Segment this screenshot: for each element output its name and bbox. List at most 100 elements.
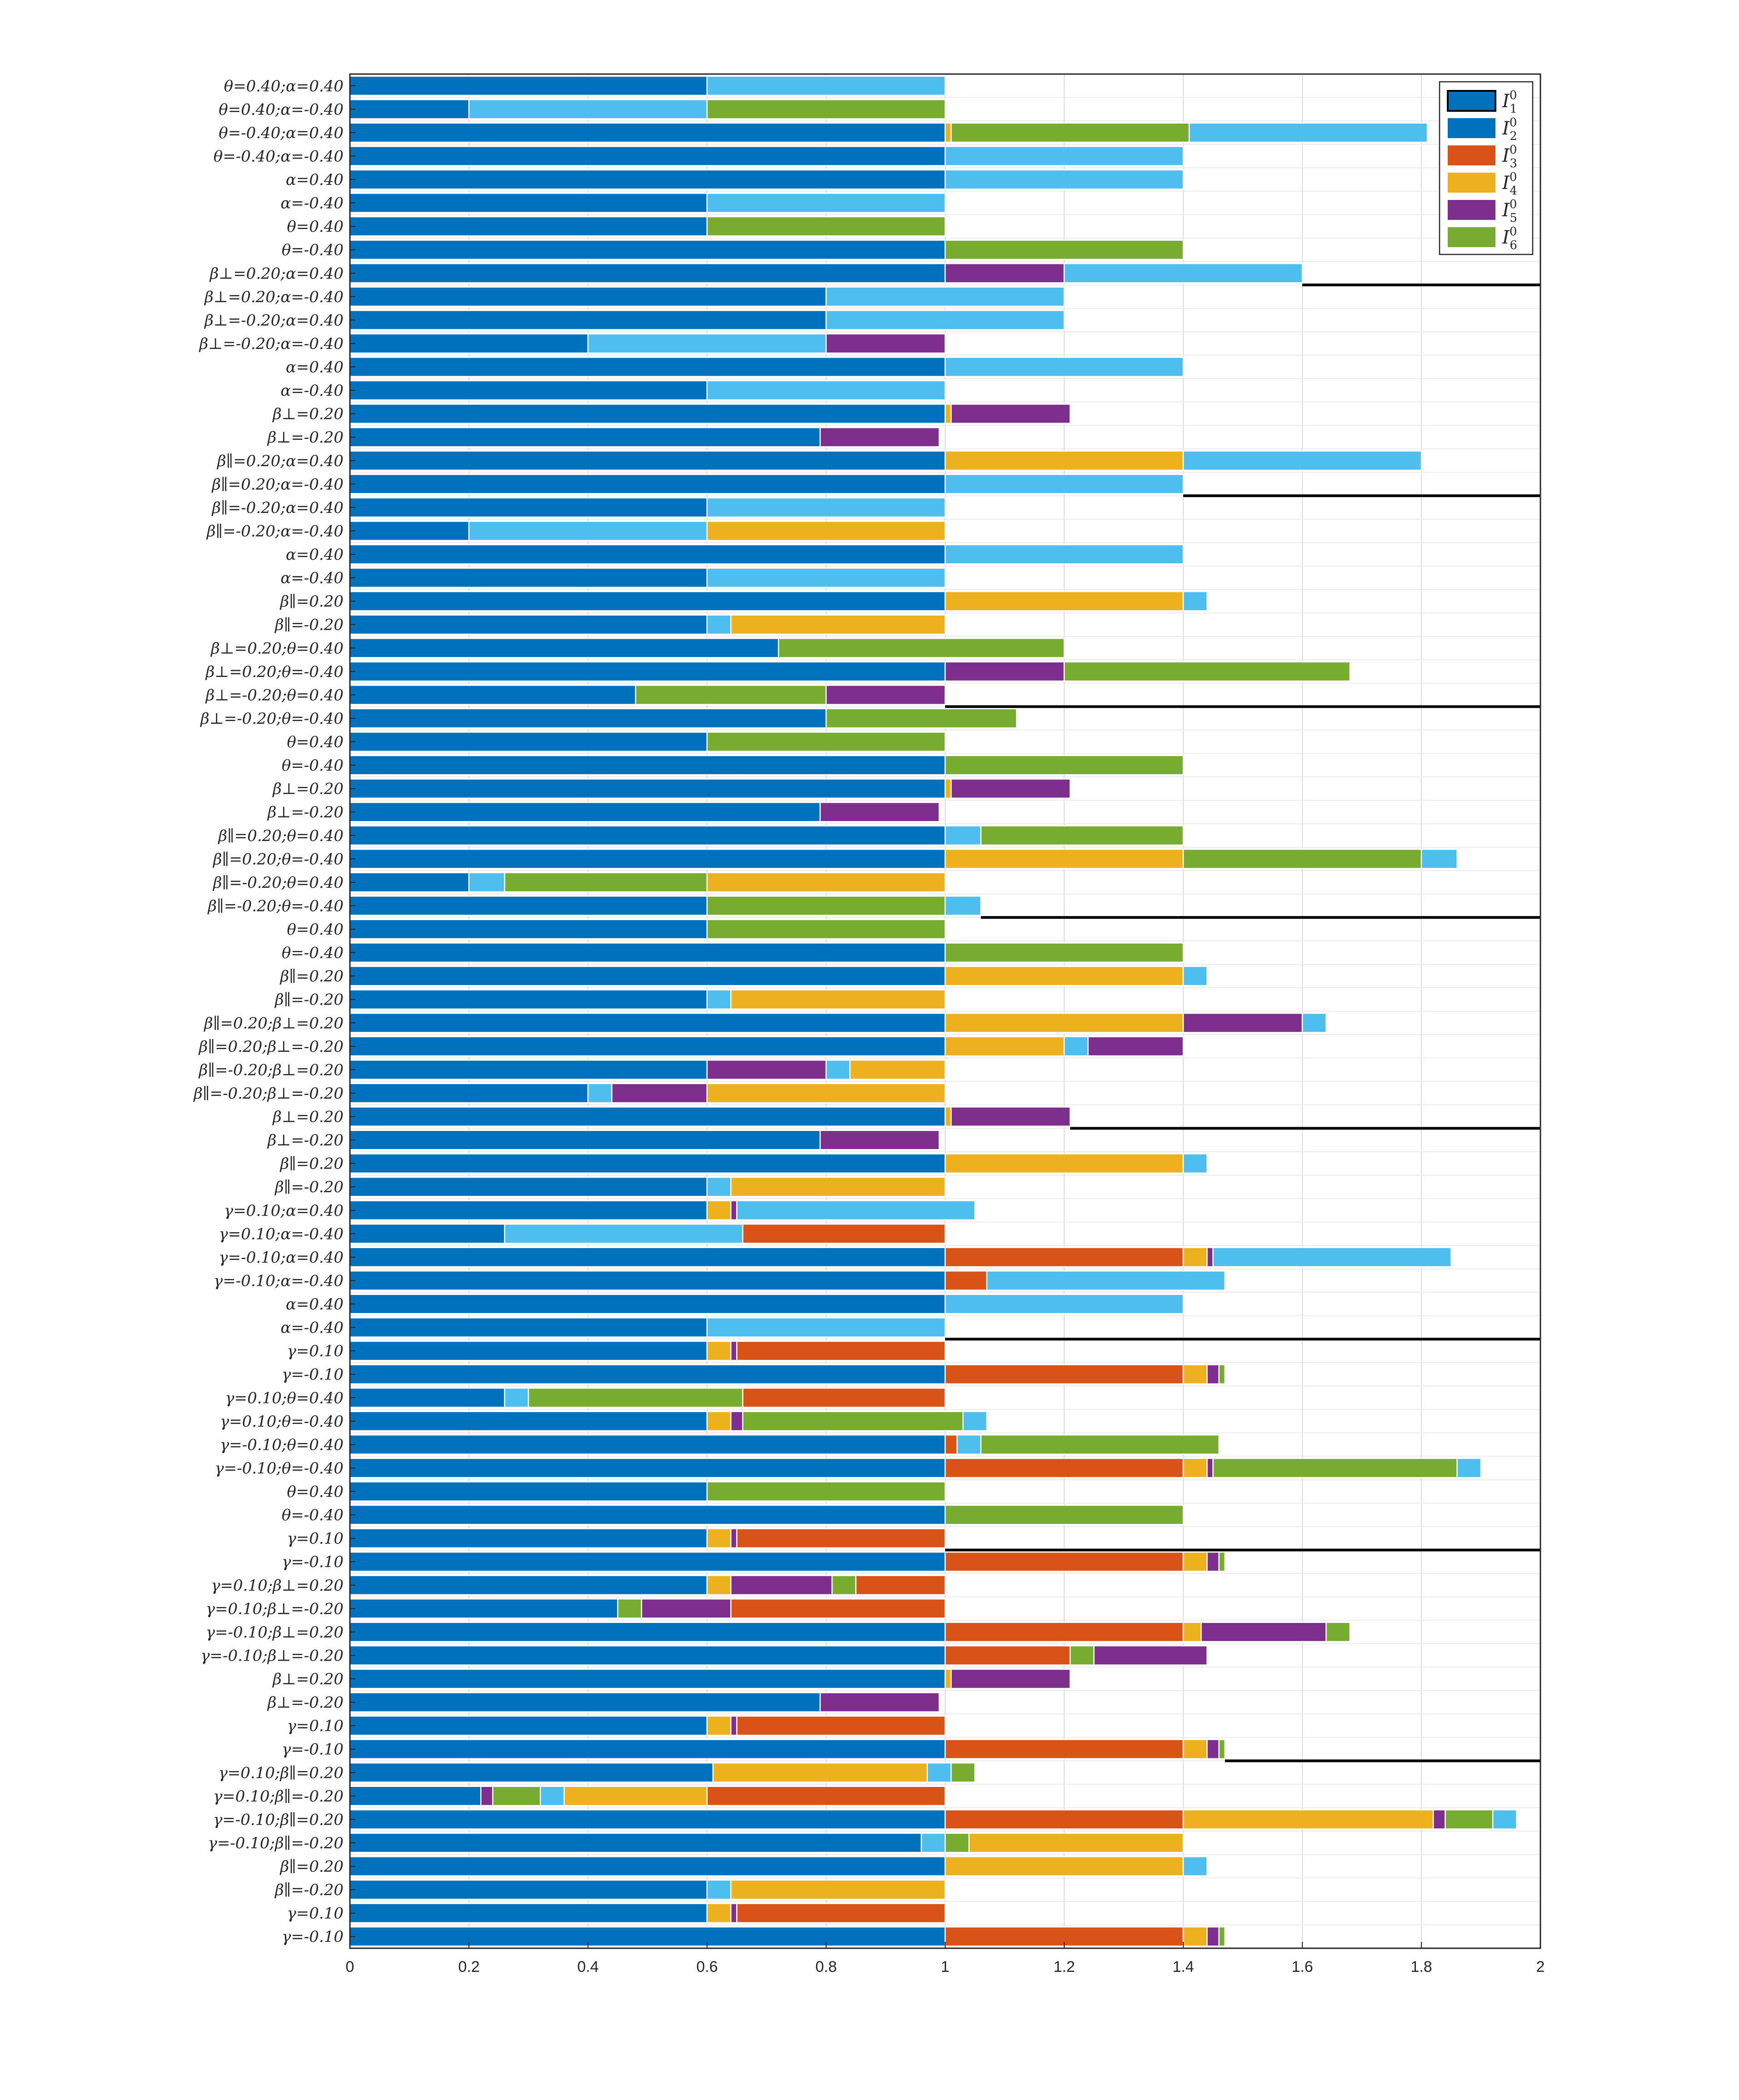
bar-segment — [349, 1012, 946, 1033]
bar-segment — [349, 567, 708, 588]
bar — [349, 614, 946, 635]
bar-segment — [944, 403, 952, 424]
bar-segment — [730, 1411, 743, 1432]
y-tick-label: β∥=0.20 — [279, 1858, 344, 1876]
bar-segment — [944, 1364, 1184, 1385]
bar-segment — [706, 1528, 732, 1549]
bar-segment — [944, 1434, 958, 1455]
bar-segment — [956, 1434, 982, 1455]
bar — [349, 1223, 946, 1244]
bar-segment — [504, 872, 708, 893]
y-tick-label: γ=-0.10;β∥=0.20 — [213, 1811, 344, 1829]
y-tick-label: γ=-0.10;β∥=-0.20 — [208, 1834, 344, 1852]
y-tick-label: β∥=0.20 — [279, 592, 344, 611]
bar-segment — [944, 1247, 1184, 1268]
bar — [349, 1434, 1220, 1455]
bar — [349, 1528, 946, 1549]
bar-segment — [944, 1012, 1184, 1033]
bar-segment — [349, 919, 708, 940]
bar-segment — [1206, 1551, 1220, 1572]
y-tick-label: γ=-0.10 — [282, 1928, 344, 1946]
y-tick-label: α=-0.40 — [280, 194, 344, 213]
y-tick-label: θ=-0.40;α=0.40 — [219, 124, 344, 142]
bar — [349, 1879, 946, 1900]
bar-segment — [944, 122, 952, 143]
bar-segment — [1182, 591, 1208, 612]
bar-segment — [706, 1879, 732, 1900]
bar-segment — [349, 989, 708, 1010]
y-tick-label: β∥=0.20 — [279, 1155, 344, 1173]
bar — [349, 732, 946, 752]
bar-segment — [349, 1036, 946, 1057]
bar-segment — [1206, 1739, 1220, 1760]
bar-segment — [349, 75, 708, 96]
y-tick-label: β∥=-0.20 — [274, 991, 344, 1009]
bar-segment — [706, 521, 946, 541]
bar-segment — [349, 1598, 618, 1619]
bar-segment — [944, 1645, 1071, 1666]
bar — [349, 896, 982, 916]
bar-segment — [706, 193, 946, 213]
bar-segment — [349, 1411, 708, 1432]
bar-segment — [349, 825, 946, 846]
bar — [349, 1411, 987, 1432]
bar-segment — [921, 1832, 946, 1853]
bar — [349, 146, 1184, 166]
bar-segment — [944, 1504, 1184, 1525]
bar-segment — [706, 380, 946, 401]
bar-segment — [706, 1317, 946, 1338]
bar-segment — [1182, 1809, 1434, 1830]
bar-segment — [819, 1130, 940, 1150]
bar-segment — [349, 122, 946, 143]
y-tick-label: β⊥=-0.20;θ=-0.40 — [199, 710, 344, 728]
legend-swatch — [1448, 118, 1495, 138]
bar-segment — [944, 896, 982, 916]
bar — [349, 380, 946, 401]
bar-segment — [1325, 1622, 1351, 1642]
bar — [349, 1504, 1184, 1525]
bar — [349, 1317, 946, 1338]
y-tick-label: θ=-0.40 — [282, 944, 344, 962]
bar-segment — [349, 216, 708, 237]
y-tick-label: γ=-0.10;θ=-0.40 — [214, 1459, 344, 1478]
bar-segment — [1301, 1012, 1327, 1033]
bar-segment — [468, 99, 708, 119]
bar-segment — [855, 1575, 946, 1596]
bar-segment — [349, 99, 470, 119]
bar-segment — [706, 1060, 827, 1080]
bar-segment — [944, 239, 1184, 260]
x-tick-label: 0.6 — [696, 1958, 718, 1976]
bar-segment — [1492, 1809, 1517, 1830]
bar-segment — [349, 473, 946, 494]
bar — [349, 1481, 946, 1502]
bar-segment — [349, 732, 708, 752]
bar-segment — [944, 1458, 1184, 1478]
bar-segment — [712, 1762, 928, 1783]
bar-segment — [468, 872, 505, 893]
bar-segment — [825, 310, 1065, 330]
bar-segment — [349, 1270, 946, 1291]
y-tick-label: β⊥=0.20;θ=0.40 — [210, 639, 344, 657]
y-tick-label: β⊥=0.20;α=-0.40 — [204, 288, 344, 306]
bar — [349, 521, 946, 541]
bar-segment — [706, 1481, 946, 1502]
bar — [349, 357, 1184, 377]
bar — [349, 193, 946, 213]
y-tick-label: α=0.40 — [286, 546, 344, 564]
bar-segment — [944, 1551, 1184, 1572]
bar — [349, 1458, 1482, 1478]
y-tick-label: γ=0.10 — [287, 1717, 344, 1735]
bar — [349, 1786, 946, 1806]
x-tick-label: 0.4 — [577, 1958, 598, 1976]
bar-segment — [1218, 1926, 1226, 1947]
bar-segment — [349, 1294, 946, 1314]
bar — [349, 755, 1184, 776]
bar-segment — [349, 1223, 505, 1244]
bar-segment — [950, 1106, 1071, 1127]
bar-segment — [944, 661, 1065, 682]
legend-label: I0 1 — [1502, 89, 1517, 116]
bar-segment — [944, 357, 1184, 377]
bar-segment — [349, 1668, 946, 1689]
bar-segment — [349, 169, 946, 190]
y-tick-label: γ=0.10;α=-0.40 — [219, 1225, 344, 1243]
